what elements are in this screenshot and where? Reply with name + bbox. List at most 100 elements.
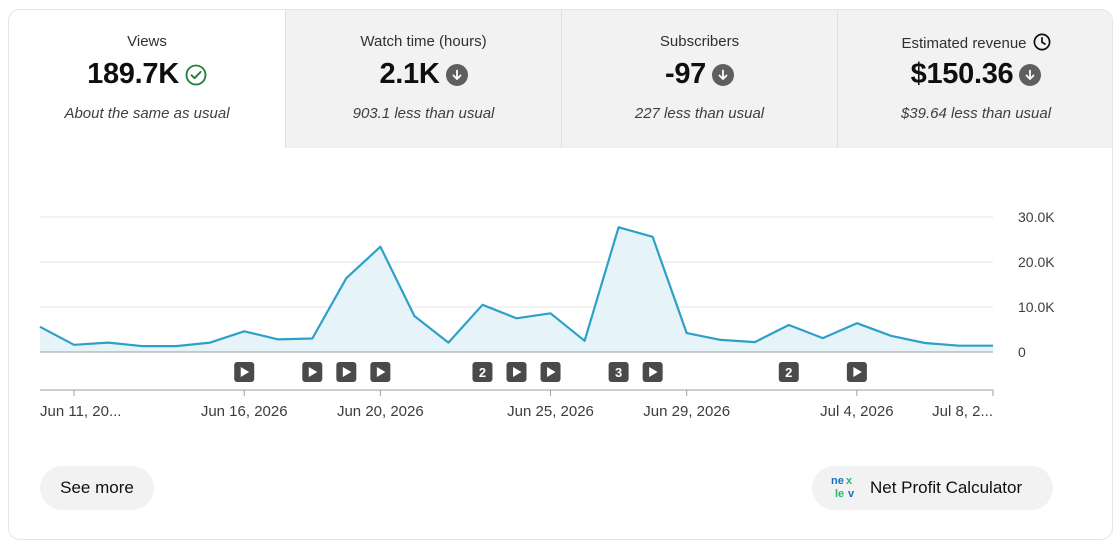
metric-comparison: About the same as usual	[64, 105, 230, 122]
play-icon	[308, 367, 318, 377]
metric-value-row: -97	[562, 58, 837, 91]
data-point[interactable]	[272, 333, 284, 345]
upload-marker-count[interactable]: 2	[472, 362, 493, 382]
y-tick-label: 10.0K	[1018, 299, 1055, 315]
tab-watch-time[interactable]: Watch time (hours) 2.1K 903.1 less than …	[285, 10, 561, 148]
see-more-button[interactable]: See more	[40, 466, 154, 510]
upload-marker-play[interactable]	[540, 362, 561, 382]
data-point[interactable]	[340, 272, 352, 284]
data-point[interactable]	[442, 337, 454, 349]
x-tick-label: Jun 20, 2026	[337, 403, 424, 420]
clock-icon[interactable]	[1033, 33, 1051, 51]
views-chart[interactable]: 2 3 2 30.0K 20.0K 10.0K 0 Jun 11, 20... Jun 16,…	[9, 10, 1113, 450]
upload-count-label: 2	[785, 365, 792, 380]
data-point[interactable]	[715, 334, 727, 346]
data-point[interactable]	[647, 231, 659, 243]
data-point[interactable]	[34, 321, 46, 333]
data-point[interactable]	[238, 325, 250, 337]
x-tick-label: Jun 29, 2026	[643, 403, 730, 420]
data-point[interactable]	[987, 340, 999, 352]
play-icon	[547, 367, 556, 377]
metric-comparison: 227 less than usual	[634, 105, 765, 122]
data-point[interactable]	[953, 340, 965, 352]
metric-value: 2.1K	[379, 58, 440, 90]
x-tick-label: Jul 4, 2026	[820, 403, 893, 420]
series-area-fill	[40, 227, 993, 352]
data-point[interactable]	[783, 319, 795, 331]
data-point[interactable]	[885, 330, 897, 342]
x-tick-label: Jul 8, 2...	[932, 403, 993, 420]
play-icon	[240, 367, 250, 377]
play-icon	[649, 367, 658, 377]
analytics-card: Views 189.7K About the same as usual Wat…	[8, 9, 1113, 540]
data-point[interactable]	[476, 299, 488, 311]
net-profit-calculator-button[interactable]: ne x le v Net Profit Calculator	[812, 466, 1053, 510]
metric-value-row: 2.1K	[286, 58, 561, 91]
data-point[interactable]	[817, 332, 829, 344]
metric-tabs: Views 189.7K About the same as usual Wat…	[9, 10, 1112, 148]
data-point[interactable]	[374, 241, 386, 253]
metric-label-text: Estimated revenue	[901, 35, 1027, 52]
x-tick-label: Jun 16, 2026	[201, 403, 288, 420]
play-icon	[342, 367, 352, 377]
data-point[interactable]	[408, 310, 420, 322]
series-line[interactable]	[39, 226, 993, 348]
data-point[interactable]	[68, 339, 80, 351]
svg-text:ne: ne	[831, 475, 844, 487]
metric-value-row: 189.7K	[9, 58, 285, 91]
upload-count-label: 2	[479, 365, 486, 380]
y-tick-label: 30.0K	[1018, 209, 1055, 225]
data-point[interactable]	[919, 337, 931, 349]
svg-text:v: v	[848, 488, 855, 499]
y-tick-label: 20.0K	[1018, 254, 1055, 270]
play-icon	[376, 367, 386, 377]
metric-label: Subscribers	[659, 33, 740, 50]
metric-value-row: $150.36	[838, 58, 1112, 91]
data-point[interactable]	[136, 340, 148, 352]
upload-marker-count[interactable]: 3	[608, 362, 629, 382]
metric-value: -97	[664, 58, 706, 90]
arrow-down-circle-icon	[1019, 63, 1042, 86]
data-point[interactable]	[204, 337, 216, 349]
upload-marker-play[interactable]	[370, 362, 391, 382]
upload-count-label: 3	[615, 365, 622, 380]
metric-label: Watch time (hours)	[360, 33, 487, 50]
y-tick-label: 0	[1018, 344, 1026, 360]
tab-views[interactable]: Views 189.7K About the same as usual	[9, 10, 285, 148]
upload-marker-count[interactable]: 2	[778, 362, 799, 382]
metric-label: Views	[127, 33, 167, 50]
data-point[interactable]	[681, 327, 693, 339]
data-point[interactable]	[170, 340, 182, 352]
data-point[interactable]	[613, 221, 625, 233]
data-point[interactable]	[749, 336, 761, 348]
tab-estimated-revenue[interactable]: Estimated revenue $150.36 $39.64 less th…	[837, 10, 1112, 148]
metric-value: $150.36	[910, 58, 1014, 90]
svg-text:le: le	[835, 488, 844, 499]
data-point[interactable]	[511, 312, 523, 324]
metric-value: 189.7K	[87, 58, 179, 90]
upload-marker-play[interactable]	[642, 362, 663, 382]
check-circle-icon	[185, 64, 207, 86]
data-point[interactable]	[306, 333, 318, 345]
play-icon	[853, 367, 862, 377]
play-icon	[513, 367, 522, 377]
data-point[interactable]	[579, 335, 591, 347]
svg-text:x: x	[846, 475, 853, 487]
upload-marker-play[interactable]	[302, 362, 323, 382]
data-point[interactable]	[545, 307, 557, 319]
arrow-down-circle-icon	[445, 63, 468, 86]
upload-marker-play[interactable]	[234, 362, 255, 382]
net-profit-calculator-label: Net Profit Calculator	[870, 478, 1023, 497]
x-tick-label: Jun 25, 2026	[507, 403, 594, 420]
upload-marker-play[interactable]	[336, 362, 357, 382]
data-point[interactable]	[851, 317, 863, 329]
x-tick-label: Jun 11, 20...	[40, 403, 121, 420]
data-point[interactable]	[102, 337, 114, 349]
upload-marker-play[interactable]	[506, 362, 527, 382]
nexlev-logo-icon: ne x le v	[830, 473, 860, 504]
metric-comparison: $39.64 less than usual	[900, 105, 1052, 122]
metric-label: Estimated revenue	[838, 33, 1112, 52]
tab-subscribers[interactable]: Subscribers -97 227 less than usual	[561, 10, 837, 148]
upload-marker-play[interactable]	[846, 362, 867, 382]
metric-comparison: 903.1 less than usual	[352, 105, 495, 122]
